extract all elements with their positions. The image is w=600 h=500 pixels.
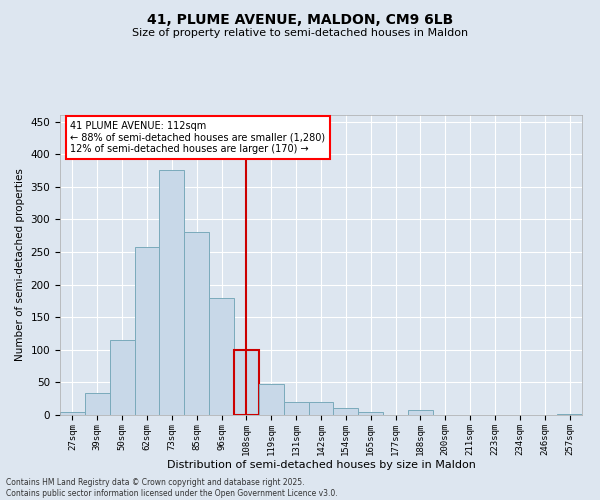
Y-axis label: Number of semi-detached properties: Number of semi-detached properties [15, 168, 25, 362]
Bar [184, 232, 209, 415]
Bar [284, 402, 308, 415]
Bar [408, 410, 433, 415]
X-axis label: Distribution of semi-detached houses by size in Maldon: Distribution of semi-detached houses by … [167, 460, 475, 470]
Text: 41, PLUME AVENUE, MALDON, CM9 6LB: 41, PLUME AVENUE, MALDON, CM9 6LB [147, 12, 453, 26]
Bar [160, 170, 184, 415]
Bar [259, 384, 284, 415]
Bar [134, 246, 160, 415]
Bar [85, 394, 110, 415]
Bar [110, 340, 134, 415]
Bar [234, 350, 259, 415]
Bar [60, 412, 85, 415]
Bar [209, 298, 234, 415]
Bar [358, 412, 383, 415]
Bar [334, 408, 358, 415]
Text: 41 PLUME AVENUE: 112sqm
← 88% of semi-detached houses are smaller (1,280)
12% of: 41 PLUME AVENUE: 112sqm ← 88% of semi-de… [70, 121, 326, 154]
Text: Size of property relative to semi-detached houses in Maldon: Size of property relative to semi-detach… [132, 28, 468, 38]
Bar [308, 402, 334, 415]
Bar [557, 414, 582, 415]
Text: Contains HM Land Registry data © Crown copyright and database right 2025.
Contai: Contains HM Land Registry data © Crown c… [6, 478, 338, 498]
